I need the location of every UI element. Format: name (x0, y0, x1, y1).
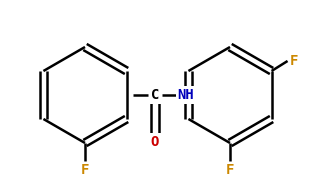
Text: O: O (151, 135, 159, 149)
Text: F: F (81, 163, 89, 177)
Text: F: F (226, 163, 234, 177)
Text: F: F (289, 54, 298, 68)
Text: NH: NH (178, 88, 194, 102)
Text: C: C (151, 88, 159, 102)
